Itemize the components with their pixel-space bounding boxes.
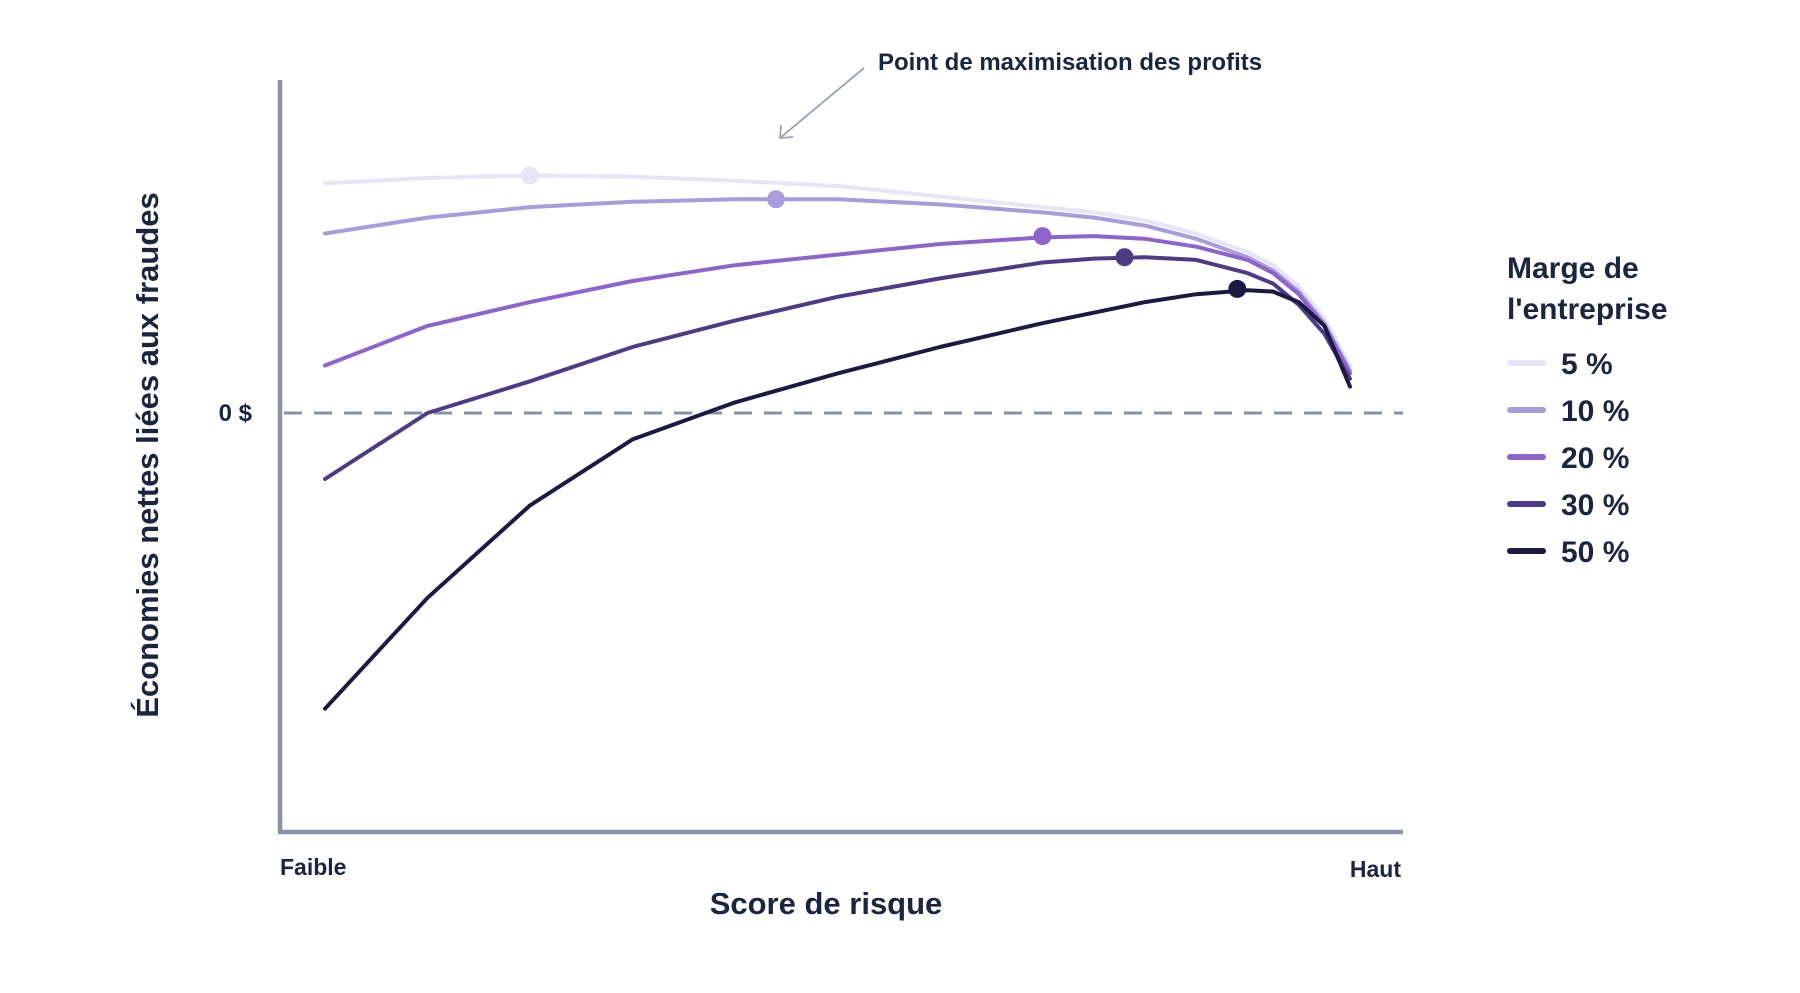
series-line-30-pct — [323, 255, 1352, 481]
legend-title-line-1: Marge de — [1507, 252, 1639, 285]
x-tick-label-high: Haut — [1350, 856, 1401, 882]
series-line-50-pct — [323, 288, 1352, 711]
legend: Marge de l'entreprise 5 % 10 % 20 % 30 % 50 … — [1507, 252, 1668, 569]
series-line-10-pct — [323, 197, 1352, 373]
legend-item-5-pct: 5 % — [1507, 348, 1613, 381]
y-axis-title: Économies nettes liées aux fraudes — [130, 192, 165, 718]
zero-reference-label: 0 $ — [219, 400, 253, 427]
legend-item-20-pct: 20 % — [1507, 442, 1629, 475]
legend-title-line-2: l'entreprise — [1507, 293, 1668, 326]
series-group — [323, 166, 1352, 711]
series-line-20-pct — [323, 234, 1352, 376]
max-point-marker-10-pct — [767, 190, 785, 209]
x-tick-label-low: Faible — [280, 854, 346, 880]
x-axis-title: Score de risque — [710, 886, 943, 921]
max-point-marker-5-pct — [521, 166, 539, 185]
legend-item-50-pct: 50 % — [1507, 536, 1629, 569]
series-line-5-pct — [323, 173, 1352, 368]
max-point-marker-50-pct — [1228, 279, 1247, 298]
legend-label: 50 % — [1561, 536, 1629, 569]
legend-item-30-pct: 30 % — [1507, 489, 1629, 522]
annotation-arrow-head — [779, 124, 794, 139]
max-point-marker-30-pct — [1115, 248, 1134, 267]
legend-label: 5 % — [1561, 348, 1613, 381]
legend-label: 10 % — [1561, 395, 1629, 428]
annotation-label: Point de maximisation des profits — [878, 49, 1262, 76]
legend-label: 30 % — [1561, 489, 1629, 522]
max-point-marker-20-pct — [1033, 227, 1052, 246]
annotation-arrow-shaft — [779, 67, 865, 139]
legend-label: 20 % — [1561, 442, 1629, 475]
legend-item-10-pct: 10 % — [1507, 395, 1629, 428]
